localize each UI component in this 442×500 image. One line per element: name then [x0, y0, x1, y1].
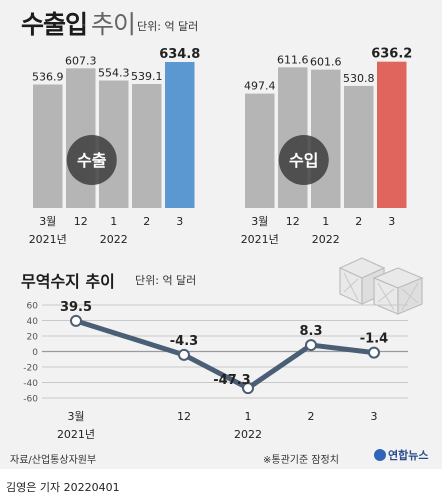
chart-title: 수출입 추이 — [21, 5, 136, 41]
logo-text: 연합뉴스 — [388, 449, 429, 462]
export-x-tick-label: 1 — [110, 215, 117, 228]
import-series-badge — [278, 135, 329, 185]
import-bar — [377, 61, 407, 209]
data-point — [242, 382, 254, 395]
x-tick-label: 3 — [371, 410, 378, 423]
export-bar — [132, 84, 162, 208]
y-tick-label: -20 — [23, 364, 38, 374]
chart-title-light: 추이 — [91, 10, 136, 39]
data-value-label: 8.3 — [299, 324, 322, 339]
data-value-label: 39.5 — [60, 300, 92, 315]
export-series-badge — [66, 135, 117, 185]
chart-title-bold: 수출입 — [21, 10, 88, 39]
source-note: 자료/산업통상자원부 — [10, 455, 97, 466]
x-tick-label: 3월 — [67, 410, 84, 423]
import-series-label: 수입 — [289, 151, 318, 170]
import-value-label: 611.6 — [277, 53, 309, 66]
x-tick-label: 2 — [308, 410, 315, 423]
y-tick-label: 40 — [27, 317, 39, 327]
data-point — [368, 346, 380, 359]
export-x-tick-label: 3 — [176, 215, 183, 228]
export-year-label: 2022 — [100, 233, 128, 246]
year-label: 2022 — [234, 428, 262, 441]
export-value-label: 634.8 — [159, 47, 200, 62]
import-x-tick-label: 12 — [286, 215, 300, 228]
data-point — [305, 339, 317, 352]
export-value-label: 536.9 — [32, 71, 64, 84]
import-bar-chart: 497.4 3월 611.6 12 601.6 1 530.8 2 636.2 3 2021년 202… — [241, 47, 413, 246]
trade-balance-unit: 단위: 억 달러 — [135, 274, 197, 287]
export-bar-chart: 536.9 3월 607.3 12 554.3 1 539.1 2 634.8 3 2021년 202… — [29, 47, 201, 246]
y-tick-label: 20 — [27, 333, 39, 343]
import-bar — [344, 85, 374, 208]
export-value-label: 539.1 — [131, 70, 163, 83]
export-bar — [33, 84, 63, 208]
import-value-label: 497.4 — [244, 80, 276, 93]
import-year-label: 2022 — [312, 233, 340, 246]
x-tick-label: 12 — [177, 410, 191, 423]
export-x-tick-label: 12 — [74, 215, 88, 228]
provisional-note: ※통관기준 잠정치 — [263, 455, 339, 466]
globe-icon — [374, 449, 386, 461]
trade-balance-title: 무역수지 추이 — [21, 272, 115, 291]
x-tick-label: 1 — [245, 410, 252, 423]
data-point — [178, 348, 190, 361]
y-tick-label: -40 — [23, 379, 38, 389]
y-tick-label: -60 — [23, 395, 38, 405]
import-year-label: 2021년 — [241, 233, 279, 246]
y-tick-label: 60 — [27, 302, 39, 312]
import-x-tick-label: 3 — [388, 215, 395, 228]
import-value-label: 530.8 — [343, 72, 375, 85]
year-label: 2021년 — [57, 428, 95, 441]
trade-balance-line-chart: 60 40 20 0 -20 -40 -60 39.5 3월 -4.3 12 -47.3 1 8.3 2 -1… — [23, 300, 408, 441]
import-value-label: 601.6 — [310, 56, 342, 69]
import-x-tick-label: 3월 — [251, 215, 268, 228]
y-tick-label: 0 — [32, 348, 38, 358]
import-value-label: 636.2 — [371, 47, 412, 62]
export-series-label: 수출 — [77, 151, 107, 170]
export-x-tick-label: 2 — [143, 215, 150, 228]
export-year-label: 2021년 — [29, 233, 67, 246]
data-value-label: -1.4 — [360, 332, 388, 347]
data-point — [70, 314, 82, 327]
export-value-label: 554.3 — [98, 67, 130, 80]
import-bar — [245, 93, 275, 208]
unit-label: 단위: 억 달러 — [137, 20, 199, 33]
export-value-label: 607.3 — [65, 54, 97, 67]
data-value-label: -4.3 — [170, 334, 198, 349]
data-value-label: -47.3 — [213, 373, 250, 388]
export-bar — [165, 61, 195, 208]
import-x-tick-label: 2 — [355, 215, 362, 228]
yonhap-logo: 연합뉴스 — [374, 447, 428, 463]
import-x-tick-label: 1 — [322, 215, 329, 228]
export-x-tick-label: 3월 — [39, 215, 56, 228]
reporter-credit: 김영은 기자 20220401 — [6, 481, 120, 494]
